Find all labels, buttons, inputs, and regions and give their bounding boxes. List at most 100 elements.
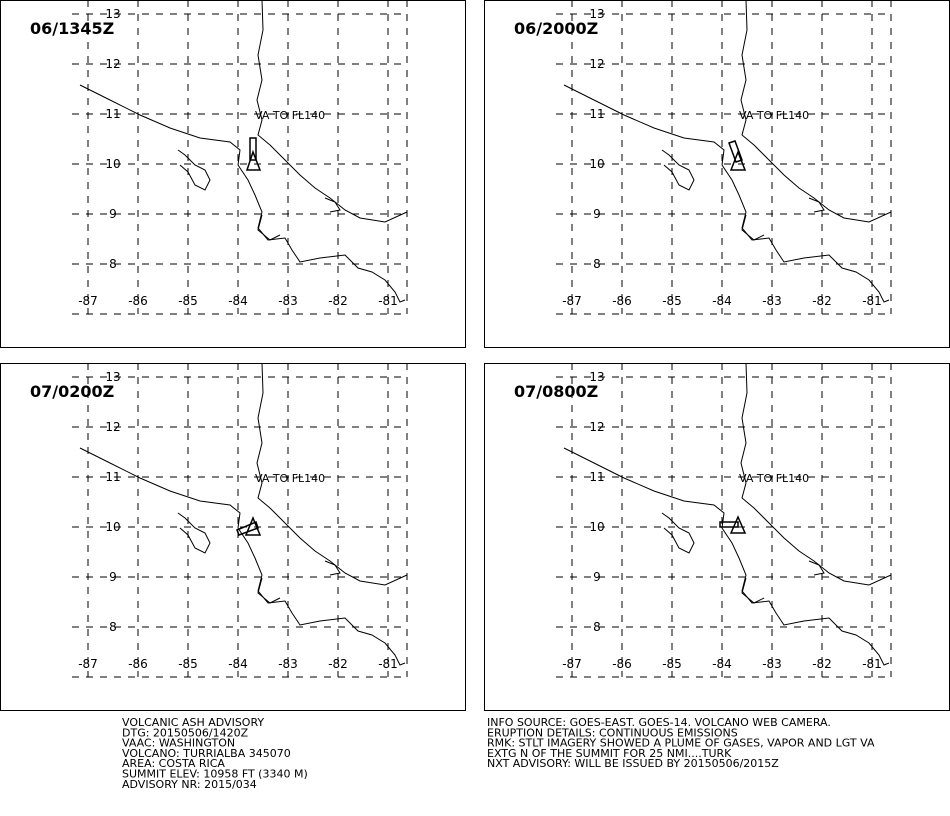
longitude-label: -82 [812,657,832,671]
latitude-label: 9 [109,207,117,221]
longitude-label: -86 [612,657,632,671]
longitude-label: -82 [328,294,348,308]
coastline [808,197,825,213]
volcano-symbol [245,149,262,171]
coastline [256,0,408,223]
valid-time: 06/2000Z [514,19,598,38]
coastline [177,512,211,554]
coastline [563,84,890,303]
longitude-label: -84 [712,294,732,308]
longitude-label: -84 [228,657,248,671]
ash-plume [728,140,743,163]
latitude-label: 11 [105,470,120,484]
latitude-label: 10 [105,520,120,534]
latitude-label: 13 [105,370,120,384]
longitude-label: -85 [178,657,198,671]
volcano-symbol [729,515,747,534]
map-panel: 13 12 11 10 9 8 -87 -86 -85 -84 -83 -82 -81 07/0800Z V… [484,362,950,711]
coastline [79,447,406,666]
coastline [808,560,825,576]
advisory-line: ADVISORY NR: 2015/034 [122,778,257,791]
latitude-label: 8 [109,620,117,634]
advisory-line: RMK: STLT IMAGERY SHOWED A PLUME OF GASE… [487,737,875,750]
latitude-label: 9 [109,570,117,584]
advisory-line: AREA: COSTA RICA [122,757,225,770]
coastline [741,577,765,604]
map-panel: 13 12 11 10 9 8 -87 -86 -85 -84 -83 -82 -81 06/1345Z V… [0,0,466,348]
longitude-label: -83 [762,657,782,671]
longitude-label: -83 [278,657,298,671]
latitude-label: 11 [589,470,604,484]
latitude-label: 13 [589,7,604,21]
coastline [741,214,765,241]
coastline [324,560,341,576]
coastline [256,362,408,586]
longitude-label: -87 [78,294,98,308]
ash-annotation: VA TO FL140 [739,109,809,122]
coastline [324,197,341,213]
ash-annotation: VA TO FL140 [255,472,325,485]
longitude-label: -85 [662,657,682,671]
coastline [563,447,890,666]
latitude-label: 8 [593,620,601,634]
longitude-label: -87 [562,294,582,308]
latitude-label: 11 [105,107,120,121]
valid-time: 07/0800Z [514,382,598,401]
volcano-symbol [729,149,747,171]
coastline [257,577,281,604]
longitude-label: -82 [812,294,832,308]
latitude-label: 11 [589,107,604,121]
coastline [661,149,695,191]
longitude-label: -87 [78,657,98,671]
ash-annotation: VA TO FL140 [255,109,325,122]
valid-time: 06/1345Z [30,19,114,38]
ash-plume [719,521,739,528]
longitude-label: -86 [128,657,148,671]
latitude-label: 8 [109,257,117,271]
latitude-label: 12 [589,57,604,71]
advisory-line: ERUPTION DETAILS: CONTINUOUS EMISSIONS [487,726,738,739]
advisory-line: VAAC: WASHINGTON [122,737,235,750]
valid-time: 07/0200Z [30,382,114,401]
advisory-line: SUMMIT ELEV: 10958 FT (3340 M) [122,768,308,781]
longitude-label: -81 [862,657,882,671]
latitude-label: 12 [105,420,120,434]
longitude-label: -86 [612,294,632,308]
longitude-label: -84 [228,294,248,308]
coastline [661,512,695,554]
coastline [257,214,281,241]
advisory-line: INFO SOURCE: GOES-EAST. GOES-14. VOLCANO… [487,716,831,729]
longitude-label: -81 [378,657,398,671]
longitude-label: -81 [378,294,398,308]
volcano-symbol [244,516,262,536]
coastline [740,362,892,586]
latitude-label: 9 [593,207,601,221]
latitude-label: 13 [589,370,604,384]
panel-frame [0,0,466,348]
longitude-label: -85 [178,294,198,308]
longitude-label: -83 [278,294,298,308]
panel-frame [0,363,466,711]
advisory-line: EXTG N OF THE SUMMIT FOR 25 NMI....TURK [487,747,732,760]
coastline [177,149,211,191]
longitude-label: -84 [712,657,732,671]
advisory-line: VOLCANIC ASH ADVISORY [122,716,264,729]
latitude-label: 13 [105,7,120,21]
ash-annotation: VA TO FL140 [739,472,809,485]
advisory-line: NXT ADVISORY: WILL BE ISSUED BY 20150506… [487,757,779,770]
longitude-label: -85 [662,294,682,308]
longitude-label: -86 [128,294,148,308]
longitude-label: -83 [762,294,782,308]
coastline [740,0,892,223]
map-panel: 13 12 11 10 9 8 -87 -86 -85 -84 -83 -82 -81 07/0200Z V… [0,362,466,711]
latitude-label: 10 [589,157,604,171]
latitude-label: 12 [105,57,120,71]
advisory-line: VOLCANO: TURRIALBA 345070 [122,747,291,760]
longitude-label: -81 [862,294,882,308]
longitude-label: -87 [562,657,582,671]
latitude-label: 10 [105,157,120,171]
advisory-line: DTG: 20150506/1420Z [122,726,249,739]
latitude-label: 10 [589,520,604,534]
latitude-label: 9 [593,570,601,584]
